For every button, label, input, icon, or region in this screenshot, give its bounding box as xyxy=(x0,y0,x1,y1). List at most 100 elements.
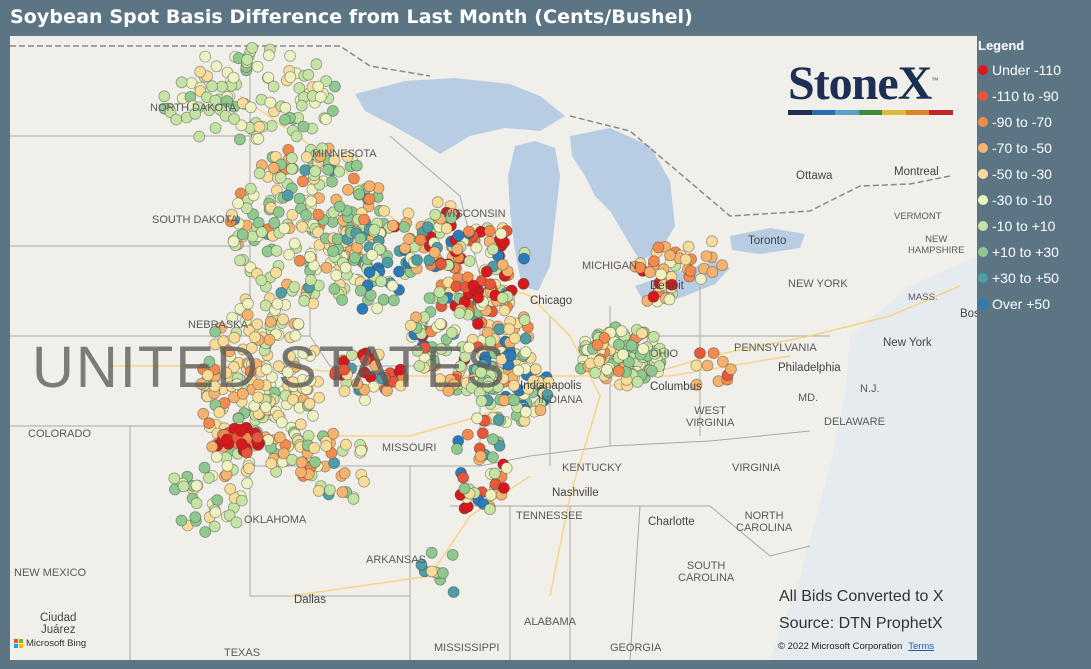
bid-point[interactable] xyxy=(649,347,661,360)
bid-point[interactable] xyxy=(440,222,453,235)
bid-point[interactable] xyxy=(354,284,367,297)
bid-point[interactable] xyxy=(259,401,272,414)
bid-point[interactable] xyxy=(483,503,496,516)
bid-point[interactable] xyxy=(333,165,346,178)
bid-point[interactable] xyxy=(209,94,222,107)
bid-point[interactable] xyxy=(496,292,509,304)
bid-point[interactable] xyxy=(411,344,424,357)
bid-point[interactable] xyxy=(347,492,360,505)
bid-point[interactable] xyxy=(690,378,703,391)
bid-point[interactable] xyxy=(679,253,692,266)
bid-point[interactable] xyxy=(356,302,369,315)
bid-point[interactable] xyxy=(312,484,325,497)
bid-point[interactable] xyxy=(333,200,346,213)
bid-point[interactable] xyxy=(244,365,257,378)
bid-point[interactable] xyxy=(398,221,411,233)
bid-point[interactable] xyxy=(666,278,678,291)
bid-point[interactable] xyxy=(355,444,367,457)
bid-point[interactable] xyxy=(458,482,471,495)
bid-point[interactable] xyxy=(320,440,333,452)
bid-point[interactable] xyxy=(199,526,212,538)
bid-point[interactable] xyxy=(504,349,517,362)
bid-point[interactable] xyxy=(252,378,265,391)
bid-point[interactable] xyxy=(286,376,299,389)
bid-point[interactable] xyxy=(274,171,287,184)
bid-point[interactable] xyxy=(453,307,466,320)
bid-point[interactable] xyxy=(233,133,246,146)
legend-item[interactable]: Under -110 xyxy=(978,57,1061,83)
bid-point[interactable] xyxy=(264,315,277,328)
bid-point[interactable] xyxy=(264,96,277,109)
bid-point[interactable] xyxy=(267,162,280,174)
bid-point[interactable] xyxy=(304,374,317,387)
bid-point[interactable] xyxy=(368,223,381,236)
bid-point[interactable] xyxy=(498,304,511,317)
bid-point[interactable] xyxy=(208,520,221,533)
bid-point[interactable] xyxy=(591,339,604,351)
bid-point[interactable] xyxy=(488,467,501,480)
bid-point[interactable] xyxy=(411,254,423,266)
bid-point[interactable] xyxy=(309,456,321,469)
bid-point[interactable] xyxy=(296,175,309,188)
bid-point[interactable] xyxy=(297,347,310,360)
bid-point[interactable] xyxy=(308,442,321,454)
bid-point[interactable] xyxy=(272,206,285,219)
bid-point[interactable] xyxy=(307,409,319,422)
bid-point[interactable] xyxy=(472,291,485,304)
bid-point[interactable] xyxy=(484,278,497,291)
bid-point[interactable] xyxy=(284,350,297,363)
legend-item[interactable]: Over +50 xyxy=(978,291,1061,317)
bid-point[interactable] xyxy=(297,120,310,133)
bid-point[interactable] xyxy=(241,477,254,490)
bid-point[interactable] xyxy=(309,165,322,178)
bid-point[interactable] xyxy=(339,261,352,274)
bid-point[interactable] xyxy=(486,451,499,464)
bid-point[interactable] xyxy=(202,472,215,484)
bid-point[interactable] xyxy=(648,255,660,268)
bid-point[interactable] xyxy=(209,506,222,519)
bid-point[interactable] xyxy=(487,243,499,256)
bid-point[interactable] xyxy=(235,119,248,132)
map-canvas[interactable]: UNITED STATES NORTH DAKOTA SOUTH DAKOTA … xyxy=(10,36,977,660)
bid-point[interactable] xyxy=(378,205,391,217)
bid-point[interactable] xyxy=(463,255,476,267)
bid-point[interactable] xyxy=(474,450,487,463)
bid-point[interactable] xyxy=(210,450,223,463)
bid-point[interactable] xyxy=(517,277,530,290)
bid-point[interactable] xyxy=(664,249,676,262)
bid-point[interactable] xyxy=(646,364,658,377)
bid-point[interactable] xyxy=(471,412,484,425)
bid-point[interactable] xyxy=(194,65,207,78)
bid-point[interactable] xyxy=(289,360,302,373)
bid-point[interactable] xyxy=(707,347,720,360)
bid-point[interactable] xyxy=(236,228,249,241)
bid-point[interactable] xyxy=(295,99,308,112)
legend-item[interactable]: +30 to +50 xyxy=(978,265,1061,291)
bid-point[interactable] xyxy=(353,188,366,201)
bid-point[interactable] xyxy=(434,317,447,330)
bid-point[interactable] xyxy=(293,192,306,205)
bid-point[interactable] xyxy=(347,172,360,185)
bid-point[interactable] xyxy=(262,71,275,84)
bid-point[interactable] xyxy=(236,387,249,400)
bid-point[interactable] xyxy=(328,80,341,93)
bid-point[interactable] xyxy=(500,462,513,474)
bid-point[interactable] xyxy=(512,364,525,377)
bid-point[interactable] xyxy=(251,60,264,73)
bid-point[interactable] xyxy=(402,207,415,220)
bid-point[interactable] xyxy=(663,293,676,306)
bid-point[interactable] xyxy=(358,383,371,396)
bid-point[interactable] xyxy=(421,221,434,234)
bid-point[interactable] xyxy=(223,345,236,358)
bid-point[interactable] xyxy=(495,227,508,240)
bid-point[interactable] xyxy=(262,49,275,62)
bid-point[interactable] xyxy=(493,439,506,452)
bid-point[interactable] xyxy=(285,152,298,164)
bid-point[interactable] xyxy=(227,235,240,248)
bid-point[interactable] xyxy=(220,366,233,379)
bid-point[interactable] xyxy=(463,225,475,238)
bid-point[interactable] xyxy=(267,80,280,93)
bid-point[interactable] xyxy=(227,361,240,374)
bid-point[interactable] xyxy=(695,273,707,285)
bid-point[interactable] xyxy=(265,457,278,470)
